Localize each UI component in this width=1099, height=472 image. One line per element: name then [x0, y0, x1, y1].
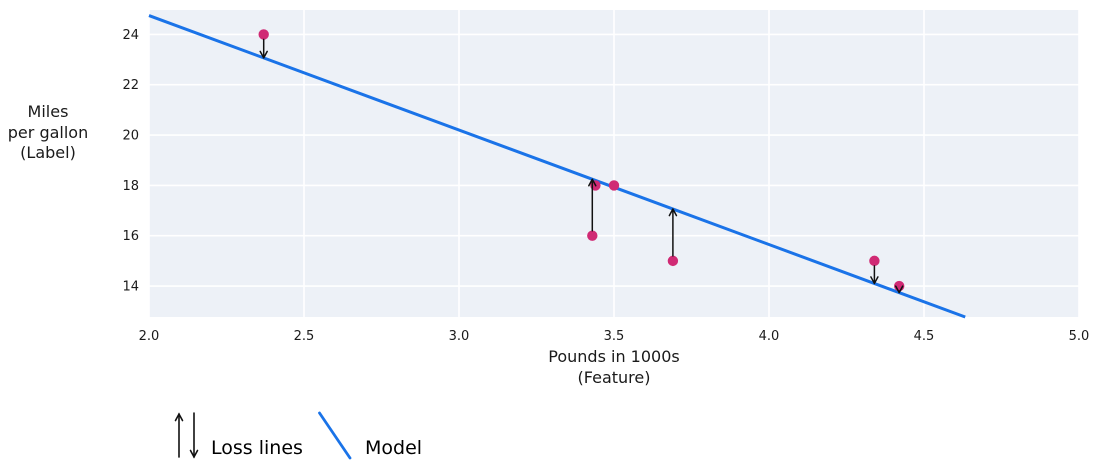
x-tick-label: 2.5 — [294, 329, 315, 344]
y-tick-label: 24 — [122, 28, 139, 43]
x-tick-label: 5.0 — [1069, 329, 1090, 344]
data-point — [608, 180, 620, 191]
x-axis-label: Pounds in 1000s (Feature) — [548, 346, 679, 388]
loss-arrow — [668, 208, 678, 257]
x-tick-label: 3.5 — [604, 329, 625, 344]
loss-lines-legend-icon — [174, 412, 199, 459]
data-point — [587, 230, 598, 241]
y-axis-label-line-2: per gallon — [7, 122, 89, 142]
loss-arrow — [588, 178, 597, 232]
model-legend-icon — [318, 411, 352, 460]
x-tick-label: 4.5 — [914, 329, 935, 344]
loss-arrow — [870, 265, 879, 285]
loss-arrow — [259, 38, 268, 59]
x-axis-label-line-1: Pounds in 1000s — [548, 347, 680, 366]
y-tick-label: 14 — [122, 280, 139, 295]
data-point — [667, 255, 679, 267]
x-tick-label: 4.0 — [759, 329, 780, 344]
model-line — [148, 14, 966, 319]
y-tick-label: 18 — [122, 179, 139, 194]
x-axis-label-line-2: (Feature) — [577, 368, 651, 387]
y-tick-label: 16 — [122, 229, 139, 244]
y-tick-label: 20 — [122, 129, 139, 144]
x-tick-label: 3.0 — [449, 329, 470, 344]
y-axis-label-line-3: (Label) — [20, 143, 76, 162]
y-axis-label-line-1: Miles — [27, 102, 69, 121]
y-tick-label: 22 — [122, 78, 139, 93]
data-point — [258, 29, 269, 40]
loss-arrow — [894, 285, 904, 294]
y-axis-label: Miles per gallon (Label) — [8, 102, 88, 164]
x-tick-label: 2.0 — [139, 329, 160, 344]
legend-label-loss-lines: Loss lines — [211, 437, 303, 459]
legend-label-model: Model — [365, 437, 423, 459]
data-point — [869, 255, 880, 267]
